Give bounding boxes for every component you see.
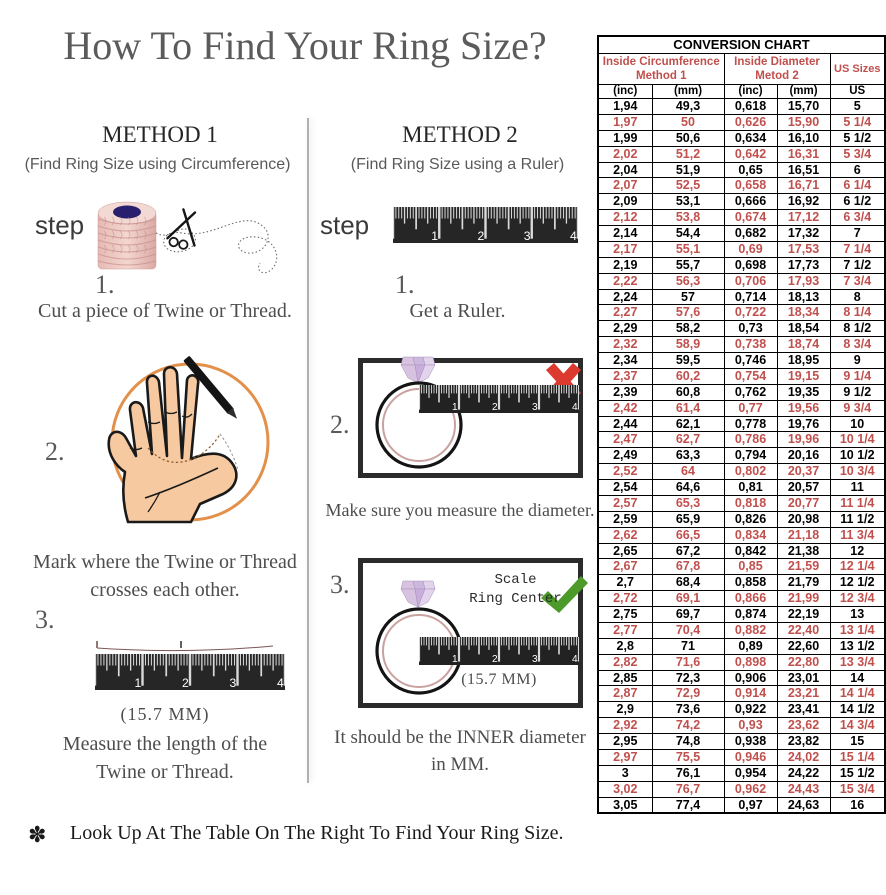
svg-text:2: 2 [478, 229, 485, 243]
svg-text:4: 4 [277, 676, 284, 690]
svg-text:4: 4 [572, 402, 578, 413]
svg-text:1: 1 [452, 402, 458, 413]
svg-text:3: 3 [532, 654, 538, 665]
svg-text:1: 1 [452, 654, 458, 665]
svg-text:4: 4 [572, 654, 578, 665]
svg-text:3: 3 [524, 229, 531, 243]
svg-text:2: 2 [182, 676, 189, 690]
svg-text:1: 1 [431, 229, 438, 243]
svg-text:2: 2 [492, 402, 498, 413]
svg-text:1: 1 [135, 676, 142, 690]
svg-text:2: 2 [492, 654, 498, 665]
svg-text:4: 4 [570, 229, 577, 243]
svg-text:3: 3 [532, 402, 538, 413]
svg-text:3: 3 [230, 676, 237, 690]
